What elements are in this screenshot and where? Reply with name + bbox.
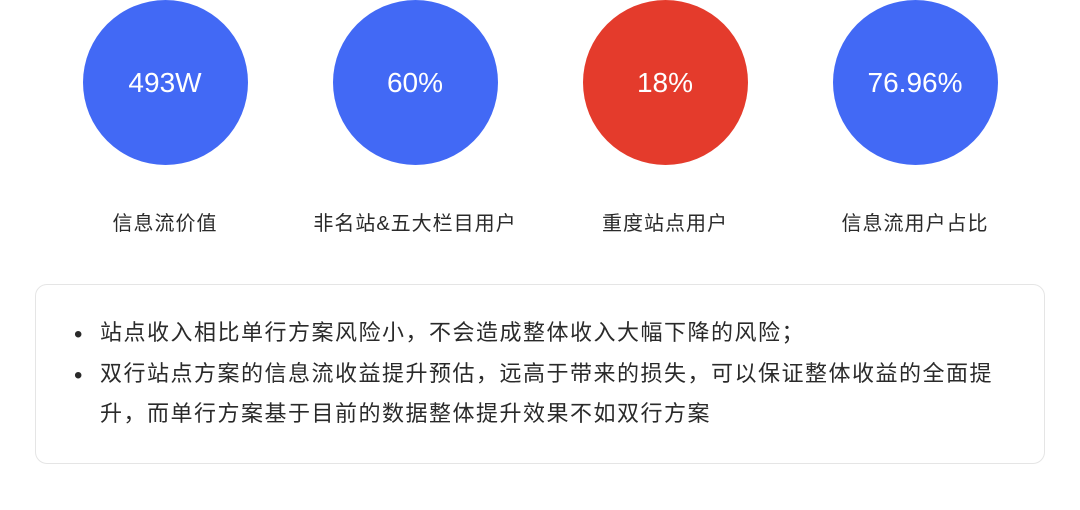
notes-box: 站点收入相比单行方案风险小，不会造成整体收入大幅下降的风险； 双行站点方案的信息… [35,284,1045,464]
metric-item-2: 18% 重度站点用户 [555,0,775,236]
metric-circle-2: 18% [583,0,748,165]
metric-label-1: 非名站&五大栏目用户 [313,207,516,236]
metric-circle-3: 76.96% [833,0,998,165]
metric-label-2: 重度站点用户 [602,207,728,236]
metric-item-0: 493W 信息流价值 [55,0,275,236]
metric-circle-0: 493W [83,0,248,165]
notes-list: 站点收入相比单行方案风险小，不会造成整体收入大幅下降的风险； 双行站点方案的信息… [72,313,1008,435]
note-item-0: 站点收入相比单行方案风险小，不会造成整体收入大幅下降的风险； [72,313,1008,354]
metric-label-3: 信息流用户占比 [842,207,989,236]
metric-circle-1: 60% [333,0,498,165]
note-item-1: 双行站点方案的信息流收益提升预估，远高于带来的损失，可以保证整体收益的全面提升，… [72,354,1008,435]
metric-item-3: 76.96% 信息流用户占比 [805,0,1025,236]
metric-label-0: 信息流价值 [113,207,218,236]
metrics-row: 493W 信息流价值 60% 非名站&五大栏目用户 18% 重度站点用户 76.… [0,0,1080,236]
metric-item-1: 60% 非名站&五大栏目用户 [305,0,525,236]
